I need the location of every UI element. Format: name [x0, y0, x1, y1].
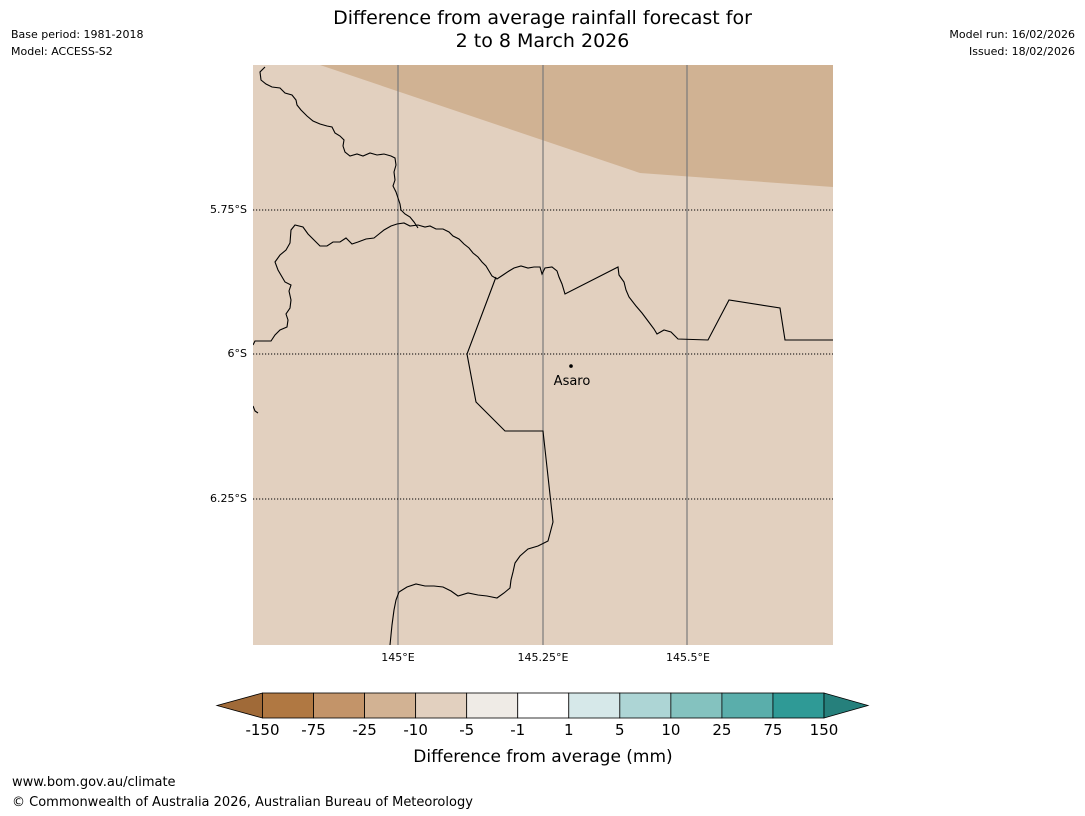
map-title: Difference from average rainfall forecas…: [0, 7, 1085, 53]
legend-tick-label: 1: [564, 721, 574, 739]
header-right-info: Model run: 16/02/2026 Issued: 18/02/2026: [949, 26, 1075, 60]
map-title-line1: Difference from average rainfall forecas…: [333, 7, 752, 29]
legend-swatch: [364, 692, 417, 719]
legend-tick-label: -25: [352, 721, 377, 739]
model-run-text: Model run: 16/02/2026: [949, 28, 1075, 41]
legend-tick-label: -150: [245, 721, 279, 739]
province-border-north: [259, 66, 419, 229]
issued-text: Issued: 18/02/2026: [968, 45, 1075, 58]
legend-arrow-high: [823, 692, 870, 719]
legend-tick-label: -1: [510, 721, 525, 739]
legend-swatch: [415, 692, 468, 719]
legend-tick-label: -75: [301, 721, 326, 739]
legend-tick-label: -5: [459, 721, 474, 739]
legend-colorbar: [215, 692, 870, 719]
legend-swatch: [517, 692, 570, 719]
legend-swatch: [466, 692, 519, 719]
header-left-info: Base period: 1981-2018 Model: ACCESS-S2: [11, 26, 143, 60]
legend-tick-label: 5: [615, 721, 625, 739]
legend-swatch: [721, 692, 774, 719]
lon-label-145-5e: 145.5°E: [666, 651, 710, 664]
province-border-central: [253, 222, 833, 346]
lon-label-145e: 145°E: [381, 651, 414, 664]
legend-tick-label: 25: [712, 721, 731, 739]
lat-label-6s: 6°S: [228, 347, 247, 360]
legend-swatch: [772, 692, 825, 719]
map-area: Asaro: [253, 65, 833, 645]
lon-label-145-25e: 145.25°E: [518, 651, 569, 664]
legend-tick-label: 10: [661, 721, 680, 739]
model-text: Model: ACCESS-S2: [11, 45, 113, 58]
legend-label: Difference from average (mm): [413, 747, 672, 767]
legend-tick-label: -10: [403, 721, 428, 739]
legend-swatch: [262, 692, 314, 719]
legend-swatch: [670, 692, 723, 719]
legend-swatch: [568, 692, 621, 719]
legend-tick-labels: -150 -75 -25 -10 -5 -1 1 5 10 25 75 150: [245, 721, 838, 739]
drier-region: [320, 65, 833, 187]
lat-label-5-75s: 5.75°S: [210, 203, 247, 216]
province-border-south: [389, 276, 554, 645]
legend-swatch: [313, 692, 365, 719]
footer-copyright: © Commonwealth of Australia 2026, Austra…: [12, 795, 473, 810]
lat-label-6-25s: 6.25°S: [210, 492, 247, 505]
legend-swatch: [619, 692, 672, 719]
province-border-west-fragment: [253, 405, 259, 414]
asaro-marker: [569, 364, 573, 368]
legend-tick-label: 150: [810, 721, 839, 739]
legend-arrow-low: [215, 692, 263, 719]
asaro-label: Asaro: [554, 374, 591, 389]
map-title-line2: 2 to 8 March 2026: [455, 30, 630, 52]
legend-tick-label: 75: [763, 721, 782, 739]
footer-url: www.bom.gov.au/climate: [12, 775, 176, 790]
base-period-text: Base period: 1981-2018: [11, 28, 144, 41]
